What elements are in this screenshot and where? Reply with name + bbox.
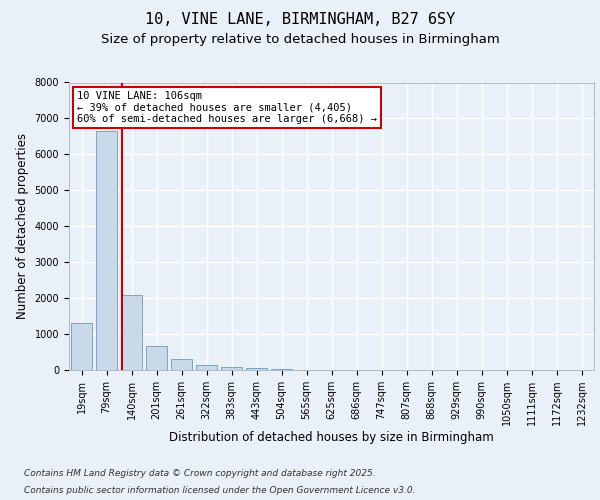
Bar: [221, 367, 242, 370]
Bar: [71, 322, 92, 370]
Text: 10 VINE LANE: 106sqm
← 39% of detached houses are smaller (4,405)
60% of semi-de: 10 VINE LANE: 106sqm ← 39% of detached h…: [77, 91, 377, 124]
Text: Contains HM Land Registry data © Crown copyright and database right 2025.: Contains HM Land Registry data © Crown c…: [24, 468, 376, 477]
X-axis label: Distribution of detached houses by size in Birmingham: Distribution of detached houses by size …: [169, 431, 494, 444]
Text: Contains public sector information licensed under the Open Government Licence v3: Contains public sector information licen…: [24, 486, 415, 495]
Bar: [146, 346, 167, 370]
Bar: [171, 360, 192, 370]
Bar: [246, 368, 267, 370]
Y-axis label: Number of detached properties: Number of detached properties: [16, 133, 29, 320]
Bar: [196, 365, 217, 370]
Bar: [96, 132, 117, 370]
Text: Size of property relative to detached houses in Birmingham: Size of property relative to detached ho…: [101, 32, 499, 46]
Text: 10, VINE LANE, BIRMINGHAM, B27 6SY: 10, VINE LANE, BIRMINGHAM, B27 6SY: [145, 12, 455, 28]
Bar: [121, 295, 142, 370]
